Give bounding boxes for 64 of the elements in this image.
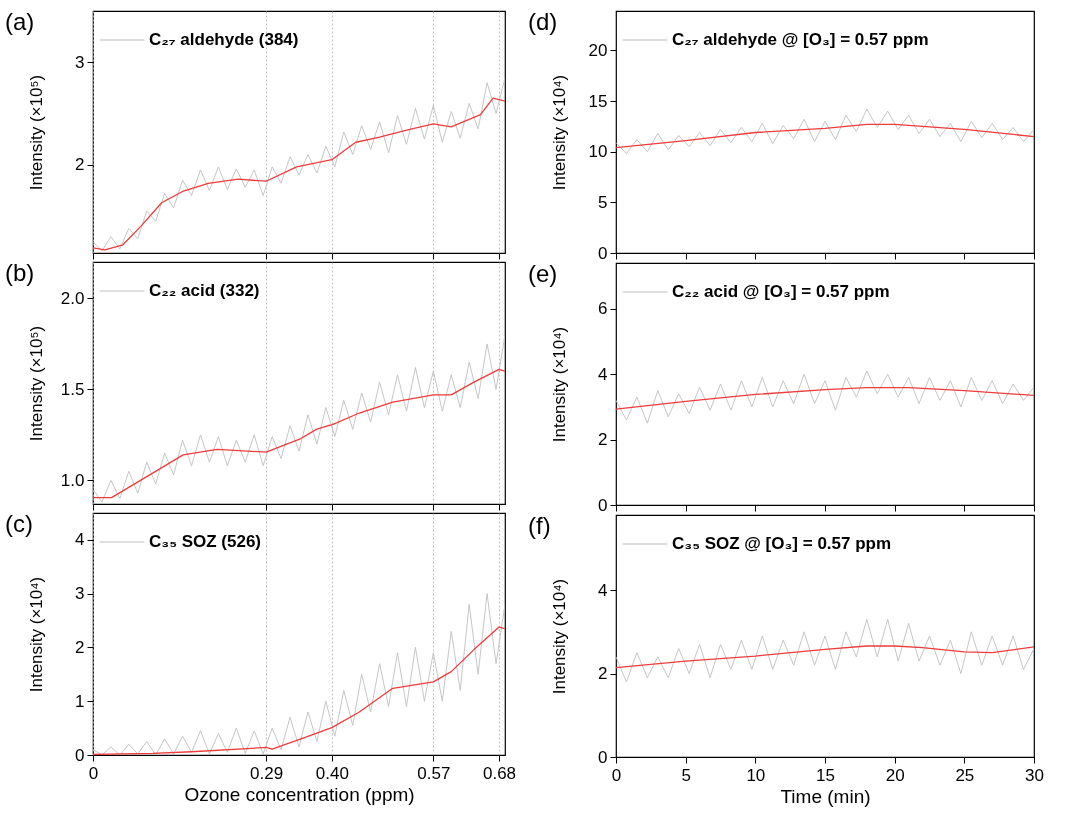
y-tick-label: 2 xyxy=(75,637,85,657)
x-tick-label: 0.57 xyxy=(417,763,451,783)
legend-label: C₂₂ acid (332) xyxy=(149,281,260,300)
chart-title: (f) xyxy=(528,512,551,539)
chart-title: (d) xyxy=(528,8,558,35)
x-tick-label: 5 xyxy=(681,765,691,785)
y-tick-label: 2 xyxy=(75,155,85,175)
legend-label: C₂₂ acid @ [O₃] = 0.57 ppm xyxy=(672,282,890,301)
y-tick-label: 10 xyxy=(588,142,608,162)
y-tick-label: 2.0 xyxy=(60,288,85,308)
y-tick-label: 3 xyxy=(75,52,85,72)
x-axis-title: Ozone concentration (ppm) xyxy=(184,783,415,805)
y-tick-label: 6 xyxy=(598,299,608,319)
y-tick-label: 15 xyxy=(588,91,608,111)
y-tick-label: 2 xyxy=(598,430,608,450)
y-tick-label: 4 xyxy=(75,530,85,550)
x-tick-label: 15 xyxy=(816,765,835,785)
y-tick-label: 5 xyxy=(598,192,608,212)
line-series xyxy=(616,618,1034,683)
line-series xyxy=(93,593,505,755)
line-series xyxy=(93,334,505,503)
y-tick-label: 1.0 xyxy=(60,470,85,490)
line-series xyxy=(93,368,505,499)
line-series xyxy=(616,645,1034,669)
y-axis-title: Intensity (×10⁴) xyxy=(26,576,46,693)
y-axis-title: Intensity (×10⁴) xyxy=(549,326,569,443)
x-tick-label: 30 xyxy=(1025,765,1044,785)
y-axis-title: Intensity (×10⁴) xyxy=(549,74,569,191)
y-tick-label: 0 xyxy=(598,243,608,263)
x-tick-label: 0 xyxy=(88,763,99,783)
x-tick-label: 20 xyxy=(885,765,905,785)
line-series xyxy=(93,626,505,755)
y-tick-label: 1 xyxy=(75,691,85,711)
y-tick-label: 2 xyxy=(598,664,608,684)
legend-label: C₃₅ SOZ (526) xyxy=(149,532,262,551)
y-tick-label: 0 xyxy=(598,747,608,767)
legend-label: C₂₇ aldehyde @ [O₃] = 0.57 ppm xyxy=(672,30,929,49)
x-tick-label: 0 xyxy=(611,765,622,785)
line-series xyxy=(616,123,1034,149)
x-tick-label: 10 xyxy=(746,765,766,785)
y-tick-label: 4 xyxy=(598,580,608,600)
x-axis-title: Time (min) xyxy=(780,785,871,807)
chart-title: (a) xyxy=(5,8,35,35)
y-tick-label: 20 xyxy=(588,40,608,60)
y-tick-label: 0 xyxy=(598,495,608,515)
x-tick-label: 25 xyxy=(955,765,975,785)
x-tick-label: 0.40 xyxy=(315,763,349,783)
line-series xyxy=(616,108,1034,155)
line-series xyxy=(616,370,1034,424)
chart-title: (e) xyxy=(528,260,558,287)
y-axis-title: Intensity (×10⁵) xyxy=(26,325,46,442)
y-tick-label: 4 xyxy=(598,364,608,384)
y-tick-label: 1.5 xyxy=(60,379,85,399)
line-series xyxy=(616,386,1034,410)
legend-label: C₃₅ SOZ @ [O₃] = 0.57 ppm xyxy=(672,534,892,553)
chart-title: (c) xyxy=(5,510,33,537)
y-axis-title: Intensity (×10⁴) xyxy=(549,578,569,695)
chart-title: (b) xyxy=(5,259,35,286)
y-tick-label: 3 xyxy=(75,584,85,604)
legend-label: C₂₇ aldehyde (384) xyxy=(149,30,299,49)
y-tick-label: 0 xyxy=(75,745,85,765)
x-tick-label: 0.68 xyxy=(482,763,517,783)
y-axis-title: Intensity (×10⁵) xyxy=(26,74,46,191)
x-tick-label: 0.29 xyxy=(250,763,284,783)
